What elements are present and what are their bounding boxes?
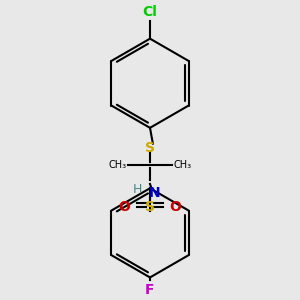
Text: CH₃: CH₃ (109, 160, 127, 170)
Text: N: N (148, 186, 160, 200)
Text: H: H (132, 183, 142, 196)
Text: S: S (145, 200, 155, 214)
Text: O: O (118, 200, 130, 214)
Text: O: O (169, 200, 181, 214)
Text: CH₃: CH₃ (173, 160, 191, 170)
Text: S: S (145, 141, 155, 155)
Text: F: F (145, 283, 155, 297)
Text: Cl: Cl (142, 4, 158, 19)
